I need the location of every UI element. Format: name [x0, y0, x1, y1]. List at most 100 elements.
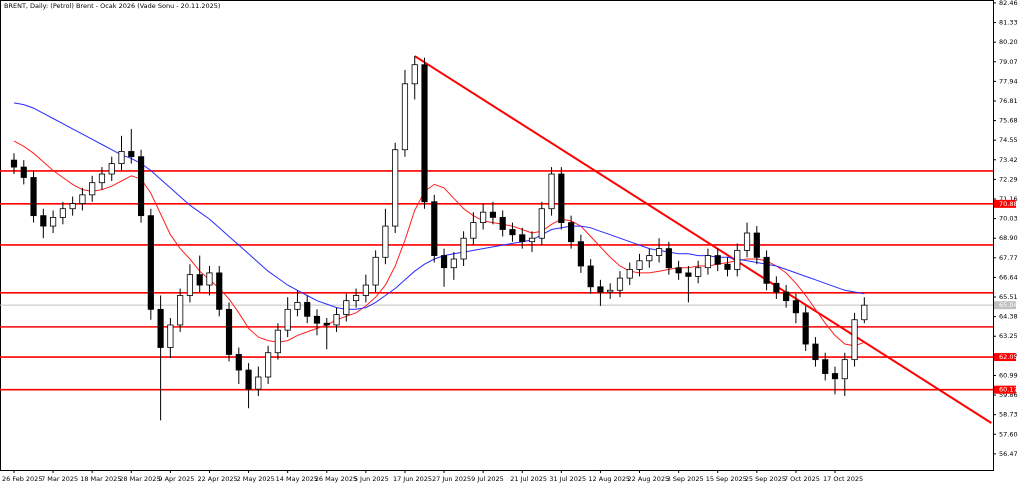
x-tick-label: 2 May 2025: [237, 475, 275, 483]
candle-body: [724, 263, 731, 270]
y-tick-label: 59.86: [999, 391, 1018, 399]
candle-body: [235, 354, 242, 371]
price-label: 62.05: [999, 353, 1018, 361]
last-price-box: [994, 301, 1016, 310]
candle-body: [431, 201, 438, 256]
candle-body: [304, 302, 311, 317]
x-tick-label: 25 Sep 2025: [745, 475, 786, 483]
candle-body: [362, 284, 369, 296]
candle-body: [118, 151, 125, 165]
moving-average: [13, 140, 865, 347]
candle-body: [382, 225, 389, 258]
x-tick-label: 21 Jul 2025: [510, 475, 547, 483]
candle-body: [587, 265, 594, 288]
candle-body: [519, 234, 526, 243]
x-tick-label: 3 Sep 2025: [667, 475, 704, 483]
x-tick-label: 15 Sep 2025: [706, 475, 747, 483]
y-tick-label: 65.51: [999, 293, 1018, 301]
candle-body: [841, 359, 848, 380]
candle-body: [392, 149, 399, 227]
candle-body: [568, 222, 575, 243]
x-tick-label: 27 Jun 2025: [432, 475, 471, 483]
candle-body: [470, 222, 477, 239]
candle-body: [352, 295, 360, 302]
x-tick-label: 9 Jul 2025: [471, 475, 504, 483]
x-tick-label: 14 May 2025: [276, 475, 318, 483]
y-tick-label: 79.07: [999, 58, 1018, 66]
candle-body: [186, 274, 194, 296]
y-tick-label: 67.77: [999, 254, 1018, 262]
candle-body: [743, 232, 751, 251]
candle-body: [216, 272, 223, 310]
candle-body: [685, 272, 692, 277]
candle-body: [108, 163, 115, 175]
candle-body: [489, 211, 497, 218]
y-tick-label: 76.81: [999, 97, 1018, 105]
candle-body: [499, 216, 506, 230]
candle-body: [128, 151, 135, 158]
candle-body: [440, 255, 448, 269]
candle-body: [50, 216, 57, 227]
candle-body: [480, 211, 487, 223]
candle-body: [372, 256, 379, 286]
candle-body: [30, 177, 37, 217]
x-tick-label: 28 Mar 2025: [119, 475, 160, 483]
candle-body: [284, 308, 291, 331]
y-tick-label: 72.29: [999, 175, 1018, 183]
candle-body: [695, 267, 702, 277]
candle-body: [460, 237, 467, 260]
candle-body: [20, 166, 27, 178]
price-label-box: [994, 199, 1016, 208]
price-label-box: [994, 385, 1016, 394]
candle-body: [245, 369, 252, 390]
candle-body: [577, 241, 584, 267]
y-tick-label: 75.68: [999, 117, 1018, 125]
candle-body: [411, 64, 418, 85]
candle-body: [10, 159, 18, 168]
candle-body: [646, 255, 653, 262]
price-label-box: [994, 353, 1016, 362]
candle-body: [294, 302, 301, 310]
y-tick-label: 56.47: [999, 450, 1018, 458]
y-tick-label: 74.55: [999, 136, 1018, 144]
candle-body: [607, 289, 614, 293]
candle-body: [558, 173, 565, 223]
moving-average: [13, 102, 865, 310]
candle-body: [528, 237, 536, 243]
candle-body: [714, 255, 721, 265]
candle-body: [225, 308, 233, 355]
candle-body: [734, 249, 741, 270]
candle-body: [157, 308, 164, 348]
trendline: [414, 55, 992, 424]
x-tick-label: 7 Mar 2025: [41, 475, 78, 483]
y-tick-label: 60.99: [999, 371, 1018, 379]
candle-body: [783, 291, 790, 302]
candle-body: [147, 215, 154, 310]
price-label: 60.17: [999, 386, 1018, 394]
y-tick-label: 64.38: [999, 313, 1018, 321]
y-tick-label: 68.90: [999, 234, 1018, 242]
candle-body: [196, 274, 203, 286]
y-tick-label: 77.94: [999, 77, 1018, 85]
y-tick-label: 70.03: [999, 215, 1018, 223]
candle-body: [597, 286, 604, 293]
candle-body: [773, 282, 780, 293]
x-tick-label: 12 Aug 2025: [588, 475, 630, 483]
candle-body: [753, 232, 760, 258]
candle-body: [802, 312, 809, 345]
y-tick-label: 63.25: [999, 332, 1018, 340]
price-label: 70.88: [999, 200, 1018, 208]
candle-body: [538, 208, 545, 239]
x-tick-label: 22 Aug 2025: [628, 475, 670, 483]
x-tick-label: 31 Jul 2025: [549, 475, 586, 483]
candle-body: [343, 300, 350, 315]
x-tick-label: 9 Apr 2025: [158, 475, 194, 483]
x-tick-label: 17 Jun 2025: [393, 475, 432, 483]
candle-body: [274, 329, 281, 354]
y-tick-label: 80.20: [999, 38, 1018, 46]
candle-body: [626, 269, 633, 279]
candle-body: [177, 295, 184, 326]
candle-body: [313, 315, 321, 324]
x-tick-label: 18 Mar 2025: [80, 475, 121, 483]
